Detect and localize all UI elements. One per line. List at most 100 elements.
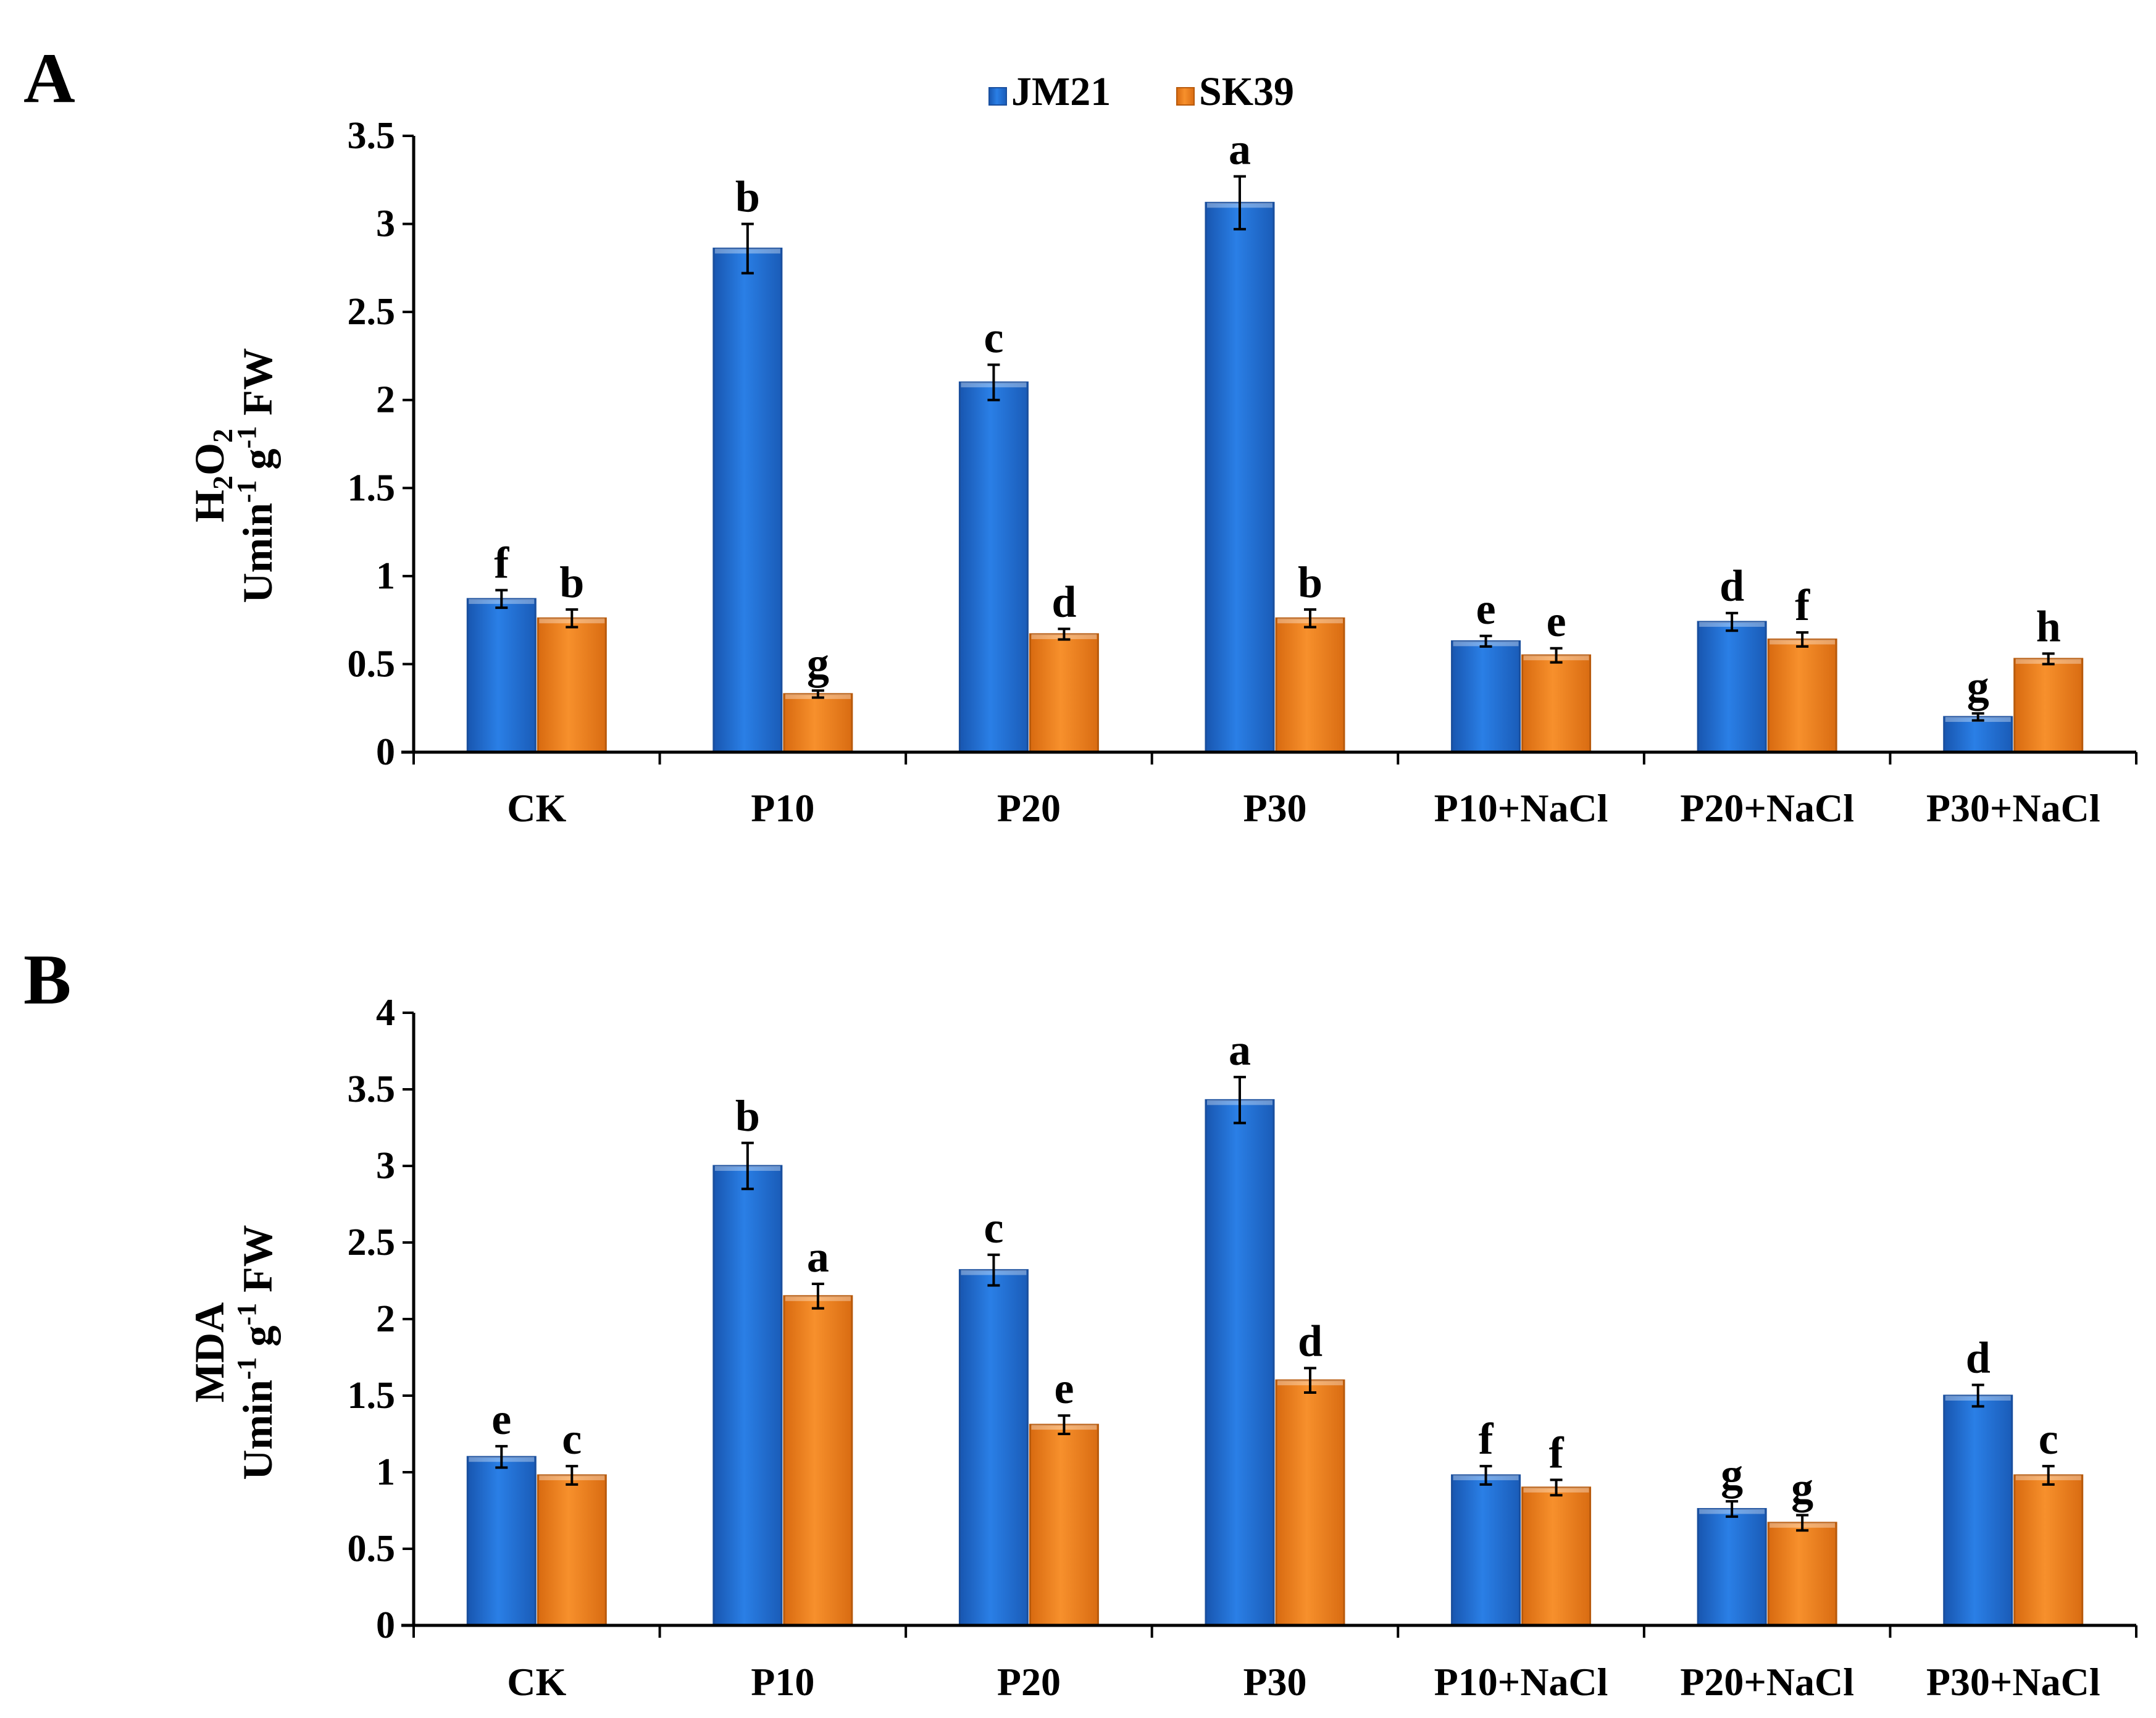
y-tick-label: 0.5 <box>348 1528 396 1570</box>
bar-jm21 <box>1697 621 1767 753</box>
significance-letter: b <box>1298 558 1322 607</box>
significance-letter: f <box>494 538 509 588</box>
significance-letter: c <box>2039 1414 2058 1464</box>
significance-letter: b <box>735 172 760 222</box>
bar-jm21 <box>712 247 783 753</box>
y-axis-title-a-line2: Umin-1 g-1 FW <box>232 348 281 603</box>
significance-letter: d <box>1966 1333 1991 1383</box>
x-tick-label: P30 <box>1243 1660 1306 1704</box>
ylabel-b-g: g <box>234 1326 281 1357</box>
ylabel-sup-1a: -1 <box>232 480 262 503</box>
bar-sk39 <box>537 617 607 753</box>
y-ticks-a: 0 0.5 1 1.5 2 2.5 3 3.5 <box>348 115 414 773</box>
significance-letter: g <box>1721 1449 1743 1499</box>
bars-a: f b c a e d g b g d b e f h <box>466 125 2084 753</box>
bar-jm21 <box>958 381 1029 753</box>
x-tick-label: P10 <box>751 786 814 830</box>
legend-label-sk39: SK39 <box>1199 69 1294 114</box>
legend-label-jm21: JM21 <box>1011 69 1111 114</box>
bar-jm21 <box>958 1269 1029 1627</box>
bar-sk39 <box>783 693 853 753</box>
ylabel-fw: FW <box>234 348 281 426</box>
bar-sk39 <box>537 1474 607 1627</box>
significance-letter: c <box>984 1203 1003 1252</box>
significance-letter: a <box>1229 1025 1251 1075</box>
bar-sk39 <box>2013 1474 2084 1627</box>
significance-letter: d <box>1719 561 1744 611</box>
significance-letter: b <box>559 558 584 607</box>
significance-letter: d <box>1298 1316 1322 1365</box>
bar-jm21 <box>466 1456 537 1627</box>
bar-sk39 <box>1521 654 1592 753</box>
bar-sk39 <box>2013 658 2084 753</box>
ylabel-sup-1b: -1 <box>232 426 262 449</box>
x-tick-label: P10+NaCl <box>1434 1660 1608 1704</box>
bar-jm21 <box>1943 716 2013 753</box>
significance-letter: e <box>1547 597 1566 646</box>
y-axis-title-b-line2: Umin-1 g-1 FW <box>232 1225 281 1480</box>
ylabel-sub-2b: 2 <box>207 429 238 443</box>
significance-letter: d <box>1051 577 1076 626</box>
x-tick-label: P10 <box>751 1660 814 1704</box>
y-axis-title-b-line1: MDA <box>186 1302 233 1402</box>
bar-sk39 <box>783 1295 853 1627</box>
ylabel-o: O <box>186 443 233 476</box>
bar-jm21 <box>1451 640 1521 753</box>
y-tick-label: 1.5 <box>348 467 396 509</box>
legend-swatch-sk39 <box>1176 87 1195 106</box>
y-tick-label: 2 <box>376 1298 395 1340</box>
ylabel-b-fw: FW <box>234 1225 281 1303</box>
ylabel-umin: Umin <box>234 503 281 603</box>
bar-jm21 <box>1943 1394 2013 1627</box>
significance-letter: f <box>1549 1428 1565 1477</box>
significance-letter: h <box>2036 601 2061 651</box>
x-tick-label: P10+NaCl <box>1434 786 1608 830</box>
y-tick-label: 1 <box>376 1451 395 1493</box>
y-tick-label: 0 <box>376 1604 395 1646</box>
bar-jm21 <box>466 598 537 753</box>
bar-jm21 <box>1451 1474 1521 1627</box>
significance-letter: f <box>1795 580 1810 630</box>
y-axis-title-a-line1: H2O2 <box>186 429 238 522</box>
panel-letter-b: B <box>23 941 71 1020</box>
y-tick-label: 1.5 <box>348 1375 396 1417</box>
ylabel-b-sup-1a: -1 <box>232 1357 262 1380</box>
bar-sk39 <box>1767 1522 1837 1627</box>
x-ticks-a: CK P10 P20 P30 P10+NaCl P20+NaCl P30+NaCl <box>412 752 2137 830</box>
chart-b: B MDA Umin-1 g-1 FW 00.511.522.533.54 eb… <box>23 941 2137 1704</box>
bar-jm21 <box>1205 1099 1275 1627</box>
chart-a: A H2O2 Umin-1 g-1 FW 00.511.522.533.5 fb… <box>23 39 2137 830</box>
y-axis-title-a: H2O2 Umin-1 g-1 FW <box>186 348 281 603</box>
ylabel-sub-2a: 2 <box>207 476 238 490</box>
bar-sk39 <box>1275 617 1345 753</box>
x-tick-label: P20+NaCl <box>1680 1660 1854 1704</box>
significance-letter: c <box>984 313 1003 362</box>
significance-letter: a <box>1229 125 1251 174</box>
x-ticks-b: CK P10 P20 P30 P10+NaCl P20+NaCl P30+NaCl <box>412 1625 2137 1704</box>
y-tick-label: 2.5 <box>348 291 396 333</box>
panel-letter-a: A <box>23 39 75 118</box>
x-tick-label: CK <box>507 1660 566 1704</box>
y-ticks-b: 0 0.5 1 1.5 2 2.5 3 3.5 4 <box>348 992 414 1646</box>
ylabel-h: H <box>186 490 233 522</box>
significance-letter: g <box>807 639 829 688</box>
y-tick-label: 2 <box>376 379 395 421</box>
bar-jm21 <box>1697 1508 1767 1627</box>
ylabel-b-sup-1b: -1 <box>232 1303 262 1326</box>
x-tick-label: P30+NaCl <box>1926 1660 2100 1704</box>
significance-letter: e <box>1054 1364 1074 1413</box>
bar-sk39 <box>1029 1423 1099 1627</box>
y-tick-label: 4 <box>376 992 395 1034</box>
significance-letter: e <box>491 1394 511 1444</box>
significance-letter: a <box>807 1232 829 1281</box>
x-tick-label: P20 <box>997 786 1061 830</box>
y-tick-label: 0.5 <box>348 643 396 685</box>
x-tick-label: P30+NaCl <box>1926 786 2100 830</box>
significance-letter: g <box>1791 1463 1813 1512</box>
bar-jm21 <box>1205 201 1275 753</box>
y-tick-label: 1 <box>376 555 395 597</box>
y-tick-label: 2.5 <box>348 1221 396 1263</box>
y-tick-label: 3.5 <box>348 115 396 157</box>
